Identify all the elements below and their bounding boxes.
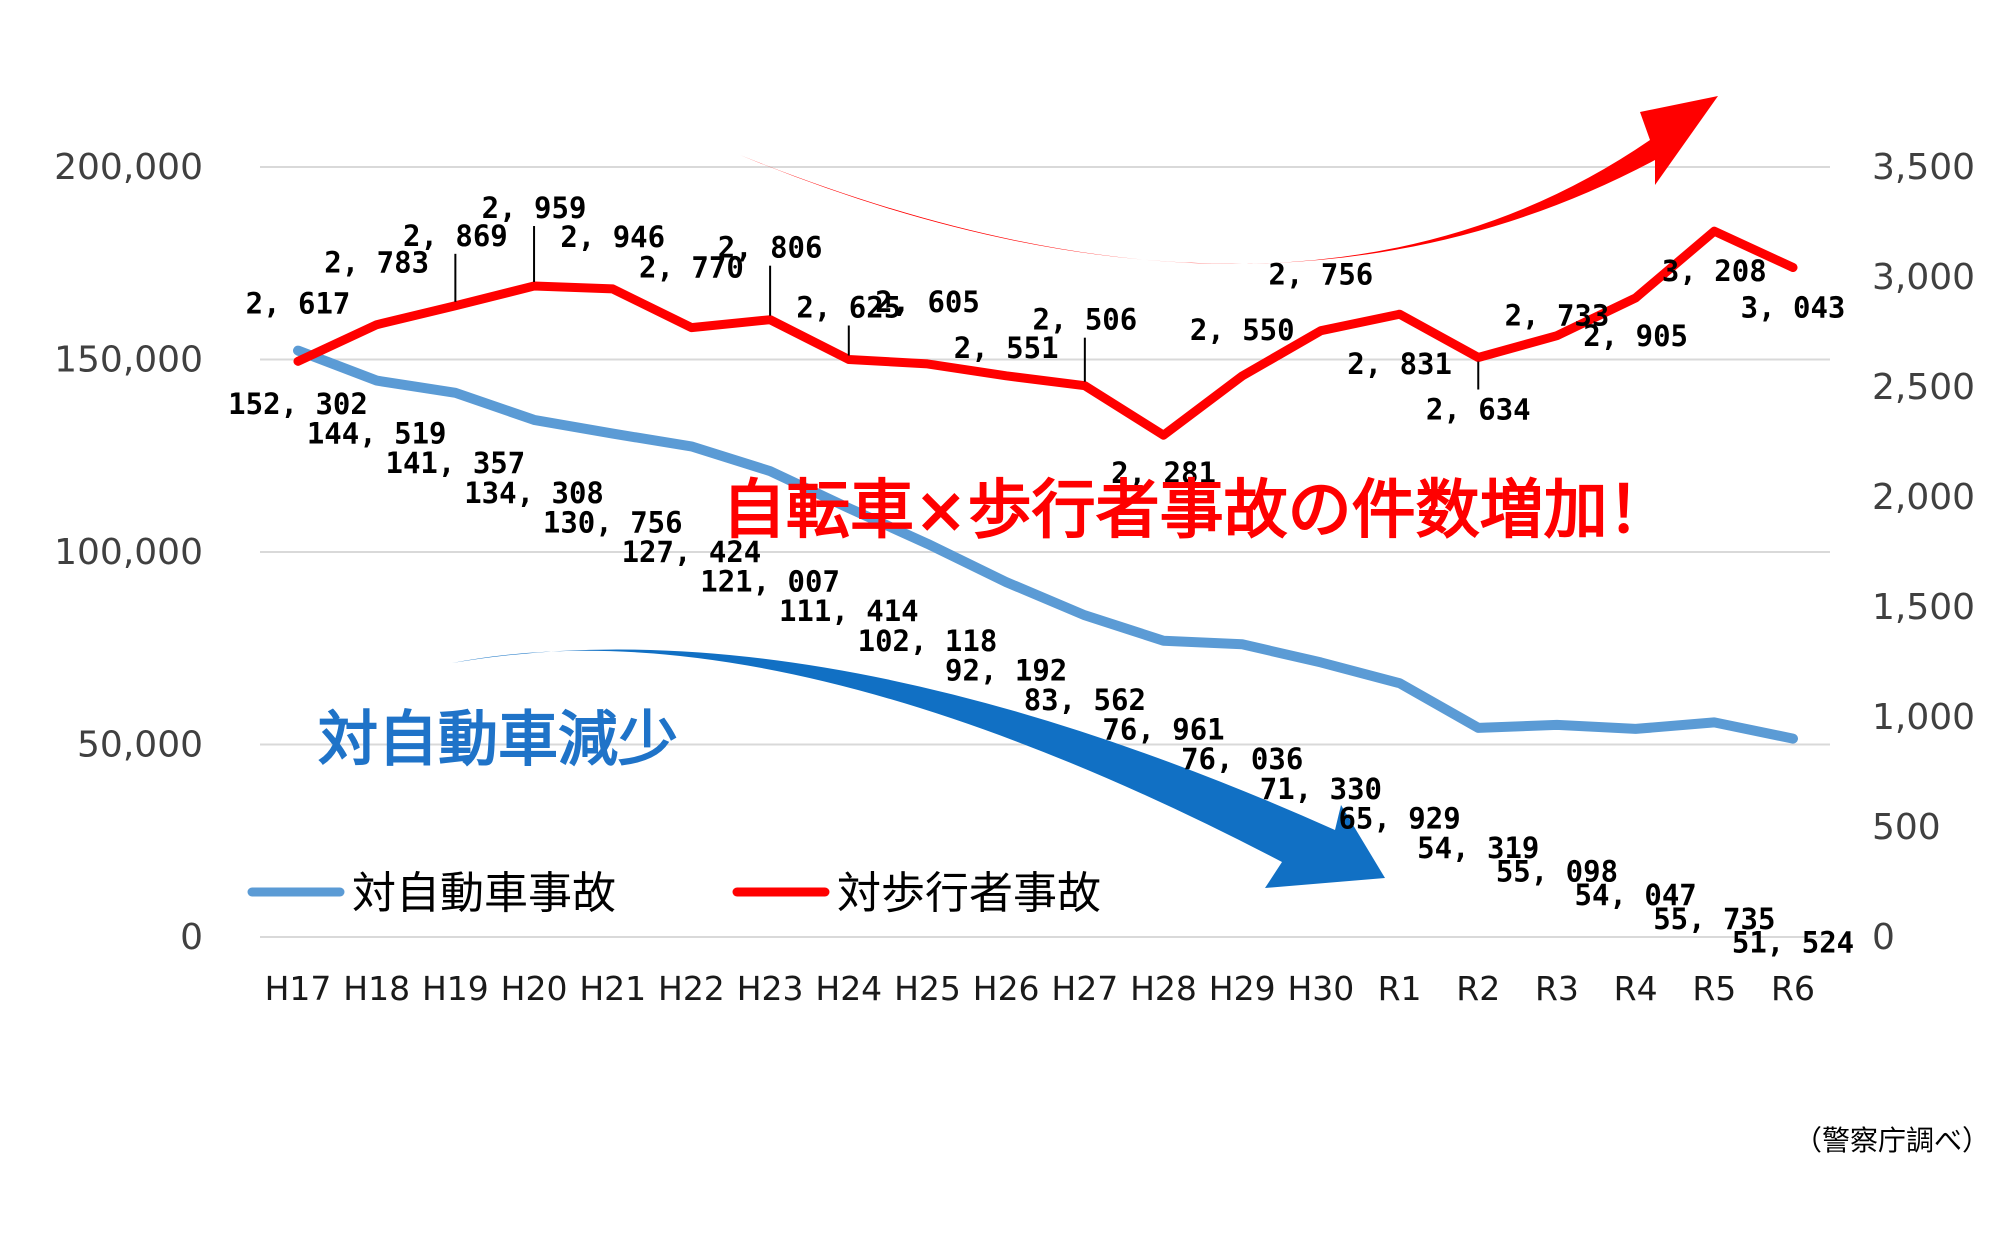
data-label-auto: 71, 330 (1260, 772, 1382, 806)
left-tick-label: 100,000 (54, 532, 203, 573)
data-label-pedestrian: 2, 869 (403, 219, 508, 253)
data-label-pedestrian: 2, 959 (482, 191, 587, 225)
data-label-auto: 141, 357 (386, 446, 526, 480)
data-label-pedestrian: 2, 806 (718, 231, 823, 265)
x-tick-label: H29 (1209, 969, 1276, 1008)
data-label-pedestrian: 2, 550 (1190, 313, 1295, 347)
legend-label-auto: 対自動車事故 (352, 868, 616, 919)
increase-annotation: 自転車×歩行者事故の件数増加！ (722, 474, 1672, 548)
data-label-auto: 54, 047 (1575, 878, 1697, 912)
data-label-pedestrian: 2, 634 (1426, 393, 1531, 427)
data-label-pedestrian: 2, 506 (1032, 303, 1137, 337)
right-tick-label: 1,000 (1872, 697, 1975, 738)
left-tick-label: 150,000 (54, 340, 203, 381)
data-label-auto: 121, 007 (700, 565, 840, 599)
legend-label-pedestrian: 対歩行者事故 (837, 868, 1101, 919)
data-label-auto: 51, 524 (1732, 925, 1854, 959)
left-tick-label: 0 (180, 917, 203, 958)
data-label-auto: 102, 118 (858, 624, 998, 658)
right-tick-label: 0 (1872, 917, 1895, 958)
data-label-auto: 65, 929 (1338, 801, 1460, 835)
right-axis-ticks: 0 500 1,000 1,500 2,000 2,500 3,000 3,500 (1872, 147, 1975, 958)
x-tick-label: R5 (1692, 969, 1736, 1008)
x-tick-label: H30 (1287, 969, 1354, 1008)
data-label-pedestrian: 3, 208 (1662, 254, 1767, 288)
data-label-auto: 83, 562 (1024, 683, 1146, 717)
data-label-pedestrian: 2, 905 (1583, 319, 1688, 353)
x-tick-label: R4 (1614, 969, 1658, 1008)
data-label-auto: 76, 036 (1181, 742, 1303, 776)
decrease-annotation: 対自動車減少 (318, 705, 678, 775)
left-axis-ticks: 0 50,000 100,000 150,000 200,000 (54, 147, 203, 958)
data-label-auto: 152, 302 (228, 387, 368, 421)
x-tick-label: H21 (579, 969, 646, 1008)
label-leader-lines (454, 226, 1480, 390)
data-label-pedestrian: 2, 946 (560, 220, 665, 254)
data-label-auto: 92, 192 (945, 653, 1067, 687)
data-label-pedestrian: 2, 783 (324, 246, 429, 280)
data-label-auto: 127, 424 (622, 535, 762, 569)
data-label-auto: 76, 961 (1102, 713, 1224, 747)
right-tick-label: 500 (1872, 807, 1941, 848)
x-tick-label: H24 (815, 969, 882, 1008)
data-label-auto: 144, 519 (307, 417, 447, 451)
data-label-pedestrian: 2, 605 (875, 285, 980, 319)
right-tick-label: 3,500 (1872, 147, 1975, 188)
x-tick-label: H28 (1130, 969, 1197, 1008)
x-tick-label: R1 (1378, 969, 1422, 1008)
left-tick-label: 200,000 (54, 147, 203, 188)
x-tick-label: R2 (1456, 969, 1500, 1008)
data-label-pedestrian: 2, 733 (1505, 299, 1610, 333)
x-tick-label: H19 (422, 969, 489, 1008)
source-note: （警察庁調べ） (1794, 1124, 1990, 1157)
data-label-pedestrian: 2, 831 (1347, 347, 1452, 381)
left-tick-label: 50,000 (77, 725, 203, 766)
data-label-auto: 130, 756 (543, 505, 683, 539)
pedestrian-accident-line (293, 226, 1798, 440)
data-label-pedestrian: 2, 281 (1111, 456, 1216, 490)
x-tick-label: H20 (501, 969, 568, 1008)
data-label-pedestrian: 3, 043 (1741, 291, 1846, 325)
x-tick-label: H23 (737, 969, 804, 1008)
data-label-auto: 134, 308 (464, 476, 604, 510)
data-label-pedestrian: 2, 625 (796, 291, 901, 325)
x-tick-label: H25 (894, 969, 961, 1008)
blue-decrease-arrow (452, 649, 1385, 888)
data-label-auto: 55, 735 (1653, 902, 1775, 936)
x-axis-ticks: H17 H18 H19 H20 H21 H22 H23 H24 H25 H26 H27 H28 H29 H… (265, 969, 1815, 1008)
x-tick-label: H27 (1051, 969, 1118, 1008)
right-tick-label: 2,500 (1872, 367, 1975, 408)
data-label-pedestrian: 2, 756 (1269, 258, 1374, 292)
data-label-pedestrian: 2, 551 (954, 331, 1059, 365)
right-tick-label: 1,500 (1872, 587, 1975, 628)
right-tick-label: 2,000 (1872, 477, 1975, 518)
x-tick-label: H18 (343, 969, 410, 1008)
series-lines (293, 226, 1798, 744)
x-tick-label: R6 (1771, 969, 1815, 1008)
x-tick-label: H17 (265, 969, 332, 1008)
legend: 対自動車事故 対歩行者事故 (247, 868, 1101, 919)
data-label-pedestrian: 2, 770 (639, 251, 744, 285)
auto-accident-line (293, 345, 1798, 744)
data-label-auto: 54, 319 (1417, 831, 1539, 865)
x-tick-label: R3 (1535, 969, 1579, 1008)
x-tick-label: H22 (658, 969, 725, 1008)
data-label-auto: 111, 414 (779, 594, 919, 628)
gridlines (260, 166, 1830, 938)
right-tick-label: 3,000 (1872, 257, 1975, 298)
x-tick-label: H26 (973, 969, 1040, 1008)
data-label-auto: 55, 098 (1496, 855, 1618, 889)
red-increase-arrow (740, 96, 1718, 264)
data-label-pedestrian: 2, 617 (246, 286, 351, 320)
